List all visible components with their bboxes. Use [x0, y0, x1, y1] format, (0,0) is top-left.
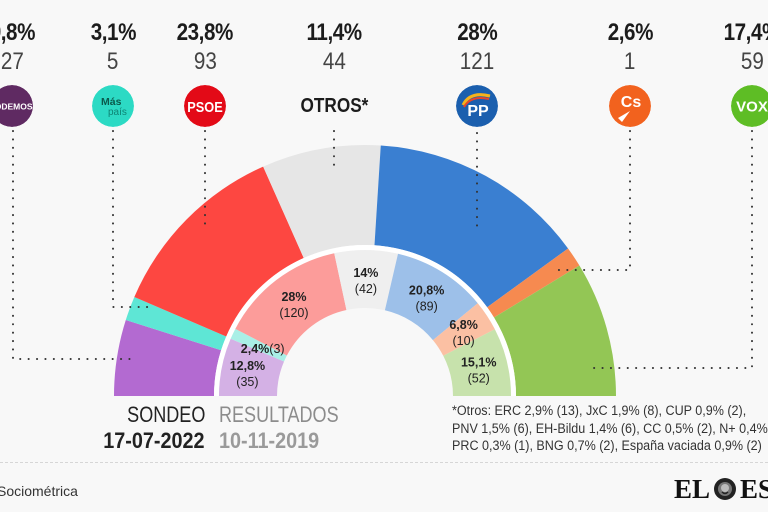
poll-slice-pp [374, 145, 569, 308]
legend-results-label: RESULTADOS [219, 402, 339, 427]
poll-seats: 5 [107, 48, 119, 75]
brand-logo: EL ESPAÑOL [674, 474, 768, 504]
legend-results-date: 10-11-2019 [219, 428, 320, 453]
poll-seats: 59 [740, 48, 764, 75]
poll-seats: 27 [0, 48, 24, 75]
leader-line-podemos [12, 130, 134, 360]
result-slice-mas-pais [230, 328, 287, 362]
result-seats-vox: (52) [468, 371, 490, 385]
poll-slice-mas-pais [125, 297, 227, 351]
result-seats-podemos: (35) [236, 375, 258, 389]
poll-ring [114, 145, 616, 396]
vox-logo-text: VOX [736, 99, 768, 116]
result-slice-psoe [235, 253, 347, 356]
result-slice-cs [432, 303, 495, 356]
results-ring [219, 250, 511, 396]
poll-slice-otros [263, 145, 381, 258]
source-credit: Sociométrica [0, 483, 78, 499]
psoe-logo-icon: PSOE [184, 85, 226, 127]
mas-pais-logo-top: Más [101, 96, 122, 108]
poll-slice-podemos [114, 319, 222, 396]
vox-logo: VOX [731, 85, 768, 127]
psoe-logo: PSOE [184, 85, 226, 127]
poll-pct: 2,6% [607, 19, 653, 46]
poll-seats: 44 [322, 48, 346, 75]
result-pct-cs: 6,8% [449, 318, 478, 332]
legend-poll-date: 17-07-2022 [103, 428, 205, 453]
legend-poll-label: SONDEO [126, 402, 205, 427]
result-slice-otros [334, 250, 398, 311]
vox-logo-icon: VOX [731, 85, 768, 127]
result-pct-otros: 14% [353, 266, 378, 280]
result-label-mas-pais: 2,4%(3) [241, 342, 285, 356]
lion-icon [713, 476, 737, 500]
poll-slice-psoe [134, 166, 304, 337]
poll-pct: 9,8% [0, 19, 35, 46]
cs-logo-icon: Cs [609, 85, 651, 127]
result-slice-podemos [219, 338, 285, 396]
result-slice-pp [384, 253, 478, 341]
brand-left: EL [674, 474, 711, 504]
pp-logo-text: PP [467, 103, 489, 120]
result-seats-cs: (10) [452, 334, 474, 348]
pp-logo: PP [456, 85, 498, 127]
poll-pct: 28% [456, 19, 498, 46]
brand-right: ESPAÑOL [740, 474, 768, 504]
leader-lines [12, 130, 753, 369]
leader-line-mas-pais [112, 130, 151, 308]
poll-seats: 121 [459, 48, 495, 75]
poll-pct: 23,8% [176, 19, 234, 46]
psoe-logo-text: PSOE [187, 98, 222, 115]
poll-slice-cs [487, 248, 580, 318]
result-pct-vox: 15,1% [461, 355, 496, 369]
cs-logo: Cs [609, 85, 651, 127]
legend-results: RESULTADOS 10-11-2019 [219, 402, 365, 454]
result-pct: 2,4% [241, 342, 270, 356]
mas-pais-logo-bottom: país [108, 107, 127, 118]
result-seats-otros: (42) [355, 282, 377, 296]
footnote-line: PRC 0,3% (1), BNG 0,7% (2), España vacia… [452, 438, 762, 453]
legend-poll: SONDEO 17-07-2022 [92, 402, 205, 454]
poll-seats: 93 [193, 48, 217, 75]
result-pct-podemos: 12,8% [230, 359, 265, 373]
footnote-line: PNV 1,5% (6), EH-Bildu 1,4% (6), CC 0,5%… [452, 420, 768, 436]
poll-slice-vox [493, 265, 616, 396]
poll-pct: 11,4% [306, 19, 362, 46]
otros-footnote: *Otros: ERC 2,9% (13), JxC 1,9% (8), CUP… [452, 402, 768, 455]
leader-line-vox [592, 130, 753, 369]
result-slice-vox [443, 329, 511, 396]
result-seats-pp: (89) [416, 300, 438, 314]
poll-pct: 3,1% [90, 19, 136, 46]
podemos-logo-text: PODEMOS. [0, 102, 33, 112]
podemos-logo: PODEMOS. [0, 85, 33, 127]
footnote-line: *Otros: ERC 2,9% (13), JxC 1,9% (8), CUP… [452, 403, 747, 418]
otros-label: OTROS* [300, 95, 368, 117]
pp-logo-icon: PP [456, 85, 498, 127]
poll-seats: 1 [624, 48, 636, 75]
footer-divider [0, 462, 768, 463]
podemos-logo-icon: PODEMOS. [0, 85, 33, 127]
cs-logo-text: Cs [621, 94, 642, 111]
poll-pct: 17,4% [723, 19, 768, 46]
result-seats: (3) [269, 342, 284, 356]
results-labels: 12,8% (35) 2,4%(3) 28% (120) 14% (42) 20,8% (89)… [230, 266, 497, 389]
result-pct-pp: 20,8% [409, 284, 444, 298]
result-seats-psoe: (120) [279, 306, 308, 320]
mas-pais-logo-icon: Más país [92, 85, 134, 127]
mas-pais-logo: Más país [92, 85, 134, 127]
result-pct-psoe: 28% [281, 290, 306, 304]
